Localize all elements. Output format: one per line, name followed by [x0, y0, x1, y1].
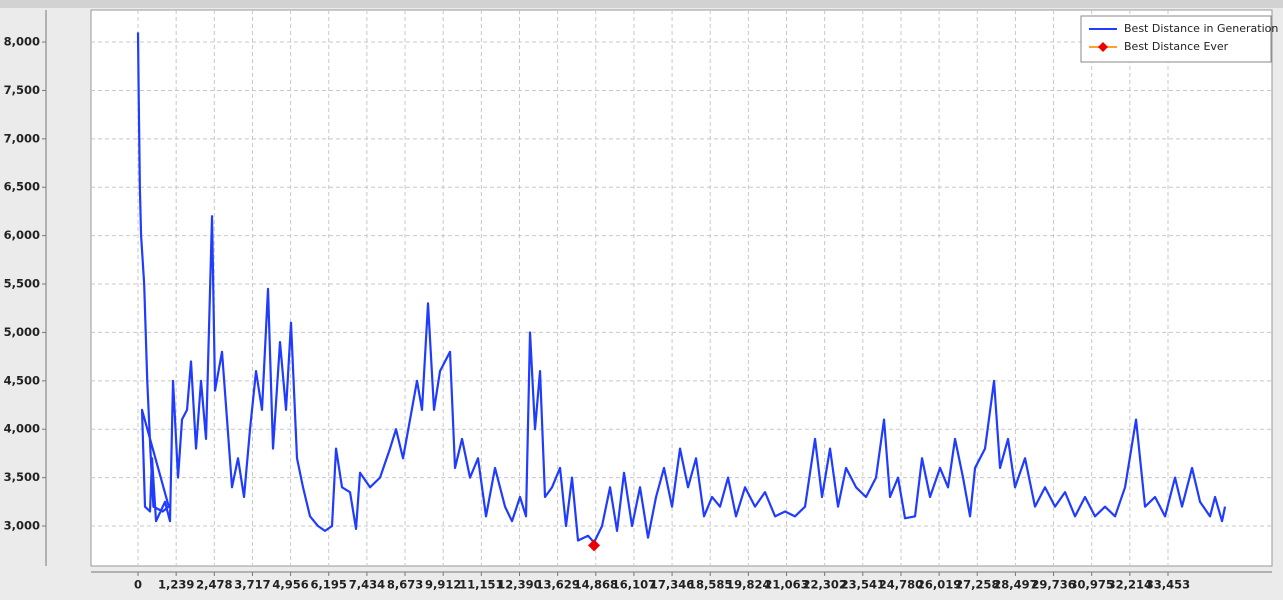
x-tick-label: 0 [134, 578, 142, 592]
y-tick-label: 8,000 [4, 35, 40, 49]
x-tick-label: 13,629 [535, 578, 579, 592]
legend-label: Best Distance Ever [1124, 40, 1229, 53]
x-tick-label: 1,239 [158, 578, 194, 592]
x-tick-label: 33,453 [1146, 578, 1190, 592]
legend-box [1080, 15, 1272, 63]
x-tick-label: 30,975 [1070, 578, 1114, 592]
y-tick-label: 3,500 [4, 470, 40, 484]
x-tick-label: 9,912 [425, 578, 461, 592]
x-tick-label: 2,478 [196, 578, 232, 592]
y-tick-label: 6,000 [4, 228, 40, 242]
y-tick-label: 4,500 [4, 373, 40, 387]
y-tick-label: 5,500 [4, 277, 40, 291]
y-tick-label: 4,000 [4, 422, 40, 436]
x-tick-label: 3,717 [234, 578, 270, 592]
x-tick-label: 16,107 [612, 578, 656, 592]
x-tick-label: 4,956 [272, 578, 308, 592]
x-tick-label: 28,497 [993, 578, 1037, 592]
x-tick-label: 17,346 [650, 578, 694, 592]
x-tick-label: 21,063 [764, 578, 808, 592]
x-tick-label: 23,541 [841, 578, 885, 592]
x-tick-label: 29,736 [1031, 578, 1075, 592]
x-tick-label: 22,302 [802, 578, 846, 592]
plot-area [90, 9, 1273, 567]
y-tick-label: 3,000 [4, 519, 40, 533]
y-tick-label: 6,500 [4, 180, 40, 194]
x-tick-label: 27,258 [955, 578, 999, 592]
x-tick-label: 19,824 [726, 578, 770, 592]
top-strip [0, 0, 1283, 8]
x-tick-label: 14,868 [574, 578, 618, 592]
x-tick-label: 32,214 [1108, 578, 1152, 592]
series-marker [588, 539, 601, 552]
x-tick-label: 7,434 [349, 578, 385, 592]
x-tick-label: 12,390 [497, 578, 541, 592]
x-tick-label: 6,195 [311, 578, 347, 592]
y-tick-label: 7,500 [4, 83, 40, 97]
y-tick-label: 5,000 [4, 325, 40, 339]
x-tick-label: 8,673 [387, 578, 423, 592]
legend-label: Best Distance in Generation [1124, 22, 1278, 35]
x-tick-label: 26,019 [917, 578, 961, 592]
y-tick-label: 7,000 [4, 131, 40, 145]
series-line [136, 32, 1227, 544]
x-tick-label: 24,780 [879, 578, 923, 592]
legend-marker [1098, 42, 1108, 52]
x-tick-label: 18,585 [688, 578, 732, 592]
x-tick-label: 11,151 [459, 578, 503, 592]
